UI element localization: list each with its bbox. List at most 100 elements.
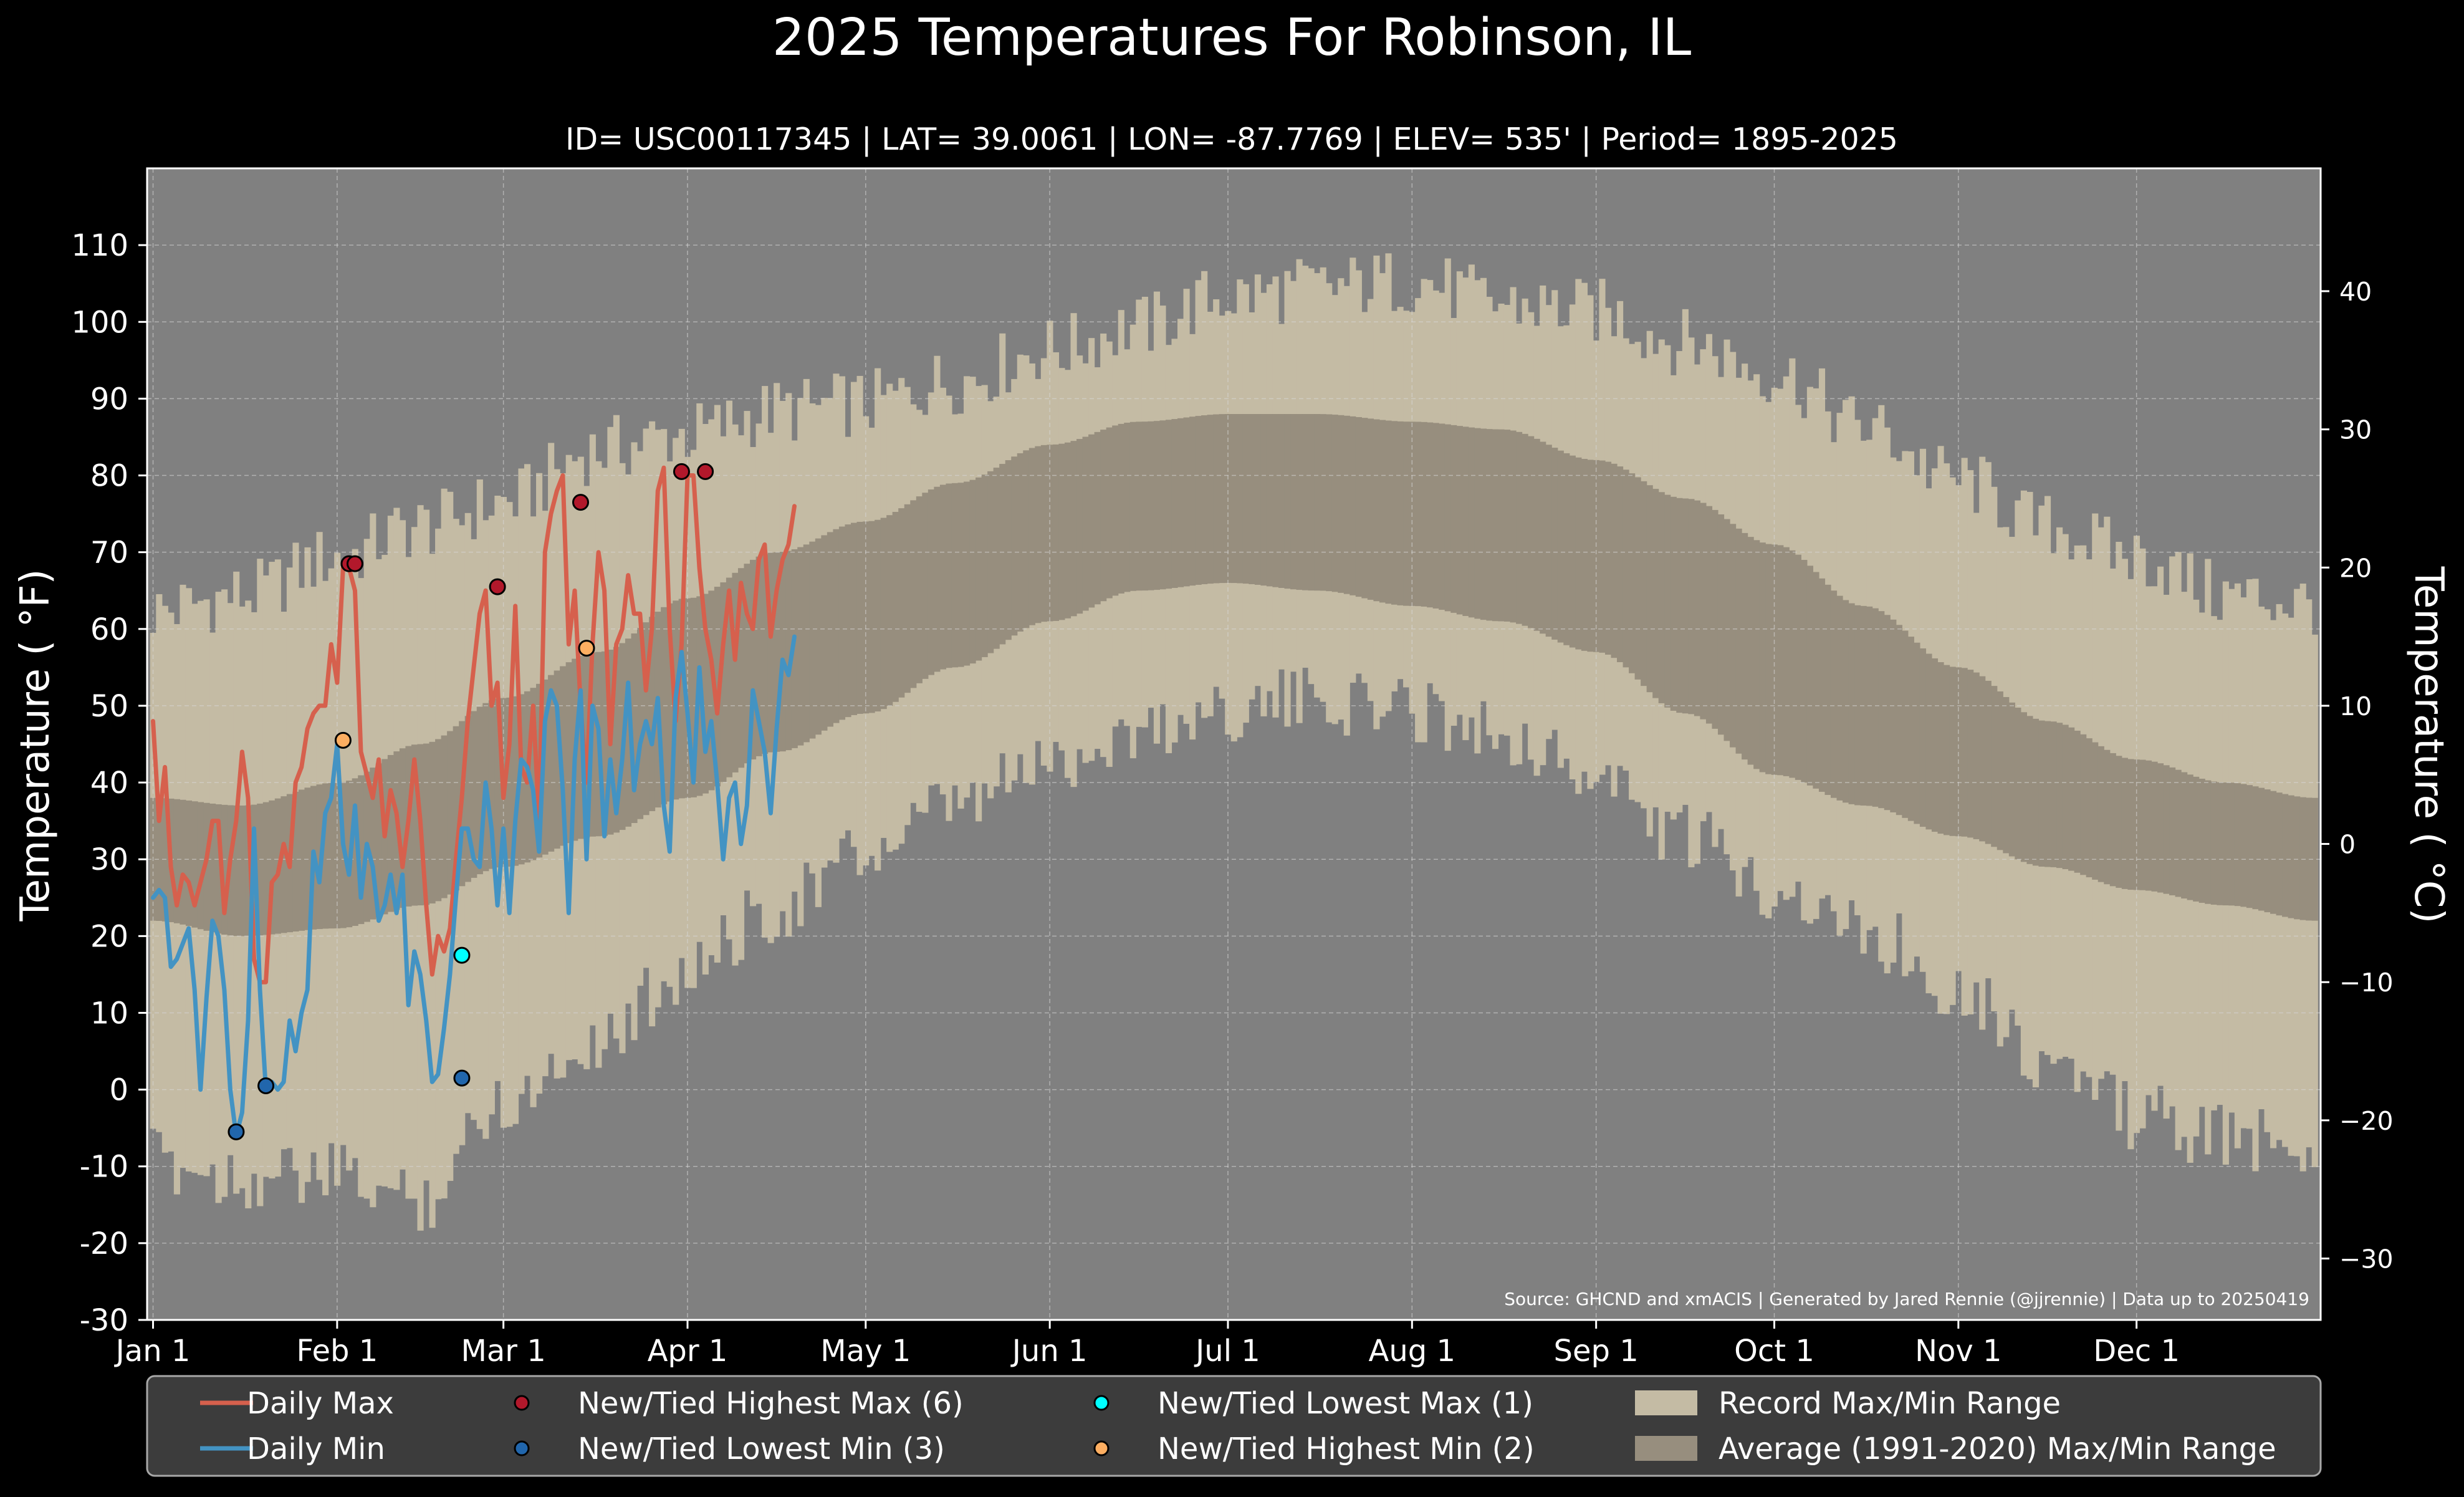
average-range-bar — [2282, 794, 2289, 917]
average-range-bar — [1189, 416, 1196, 586]
average-range-bar — [910, 500, 917, 688]
x-tick-label: Feb 1 — [296, 1334, 378, 1369]
average-range-bar — [1955, 667, 1962, 837]
average-range-bar — [441, 735, 448, 898]
average-range-bar — [690, 597, 697, 797]
average-range-bar — [156, 797, 163, 921]
average-range-bar — [1266, 414, 1273, 587]
average-range-bar — [2163, 765, 2170, 894]
average-range-bar — [649, 617, 656, 811]
average-range-bar — [1973, 672, 1980, 839]
average-range-bar — [1367, 418, 1374, 600]
average-range-bar — [957, 483, 964, 667]
average-range-bar — [1058, 443, 1065, 620]
average-range-bar — [1242, 414, 1249, 584]
average-range-bar — [1112, 425, 1119, 596]
average-range-bar — [1439, 423, 1445, 610]
average-range-bar — [1742, 532, 1748, 760]
average-range-bar — [328, 782, 335, 929]
x-tick-label: Oct 1 — [1734, 1334, 1814, 1369]
average-range-bar — [1676, 498, 1683, 713]
average-range-bar — [1557, 450, 1564, 643]
average-range-bar — [1415, 421, 1422, 607]
average-range-bar — [1100, 430, 1107, 602]
average-range-bar — [868, 521, 875, 713]
average-range-bar — [981, 474, 988, 657]
average-range-bar — [1213, 414, 1220, 584]
average-range-bar — [1165, 420, 1172, 589]
average-range-bar — [1694, 500, 1700, 716]
average-range-bar — [1278, 414, 1285, 588]
average-range-bar — [2210, 781, 2217, 905]
y-tick-label-right: 30 — [2339, 415, 2372, 445]
average-range-bar — [1617, 466, 1624, 663]
average-range-bar — [726, 577, 733, 777]
average-range-bar — [1575, 457, 1582, 650]
average-range-bar — [1919, 648, 1927, 827]
average-range-bar — [1581, 459, 1588, 651]
average-range-bar — [1361, 418, 1368, 599]
average-range-bar — [1456, 426, 1463, 615]
y-tick-label-left: 60 — [90, 612, 128, 647]
average-range-bar — [1634, 477, 1641, 680]
legend-swatch-dot — [514, 1395, 530, 1411]
average-range-bar — [750, 559, 757, 760]
average-range-bar — [2116, 756, 2122, 888]
average-range-bar — [1872, 608, 1879, 807]
average-range-bar — [1771, 544, 1778, 775]
average-range-bar — [708, 590, 715, 791]
average-range-bar — [1563, 453, 1570, 645]
average-range-bar — [2187, 774, 2193, 900]
legend-label: New/Tied Highest Max (6) — [578, 1386, 964, 1421]
average-range-bar — [2181, 772, 2188, 899]
average-range-bar — [1854, 605, 1861, 806]
average-range-bar — [1925, 653, 1932, 830]
average-range-bar — [2104, 749, 2111, 885]
average-range-bar — [560, 666, 567, 846]
average-range-bar — [1902, 630, 1909, 818]
average-range-bar — [1468, 427, 1475, 618]
average-range-bar — [1985, 680, 1992, 844]
y-tick-label-left: 0 — [109, 1073, 128, 1108]
average-range-bar — [548, 675, 555, 852]
average-range-bar — [1907, 637, 1914, 821]
y-tick-label-left: -30 — [80, 1303, 128, 1338]
y-tick-label-left: 100 — [71, 305, 128, 340]
average-range-bar — [1593, 460, 1600, 652]
average-range-bar — [1765, 544, 1772, 774]
average-range-bar — [554, 670, 560, 849]
average-range-bar — [845, 524, 851, 718]
average-range-bar — [476, 706, 483, 875]
average-range-bar — [1028, 448, 1035, 625]
average-range-bar — [1664, 494, 1671, 708]
average-range-bar — [1379, 420, 1386, 603]
average-range-bar — [1064, 442, 1071, 619]
average-range-bar — [1979, 676, 1986, 842]
average-range-bar — [2015, 708, 2021, 860]
average-range-bar — [1355, 416, 1362, 597]
average-range-bar — [2139, 759, 2146, 890]
average-range-bar — [1795, 554, 1801, 780]
average-range-bar — [1076, 439, 1083, 614]
y-tick-label-right: 0 — [2339, 830, 2356, 860]
average-range-bar — [1623, 469, 1629, 668]
average-range-bar — [2294, 796, 2301, 920]
average-range-bar — [964, 481, 971, 666]
average-range-bar — [2032, 718, 2040, 866]
average-range-bar — [280, 796, 287, 933]
y-tick-label-left: 90 — [90, 382, 128, 416]
average-range-bar — [1801, 559, 1808, 783]
average-range-bar — [245, 805, 252, 936]
average-range-bar — [1830, 590, 1838, 798]
x-tick-label: Apr 1 — [648, 1334, 728, 1369]
x-tick-label: Jun 1 — [1010, 1334, 1088, 1369]
series-line-daily-min — [151, 634, 797, 1138]
average-range-bar — [951, 483, 959, 668]
average-range-bar — [1082, 436, 1089, 611]
y-tick-label-left: 70 — [90, 536, 128, 570]
x-tick-label: Jan 1 — [114, 1334, 191, 1369]
average-range-bar — [2050, 721, 2057, 867]
average-range-bar — [1177, 418, 1184, 587]
average-range-bar — [886, 515, 893, 706]
average-range-bar — [2169, 767, 2176, 895]
